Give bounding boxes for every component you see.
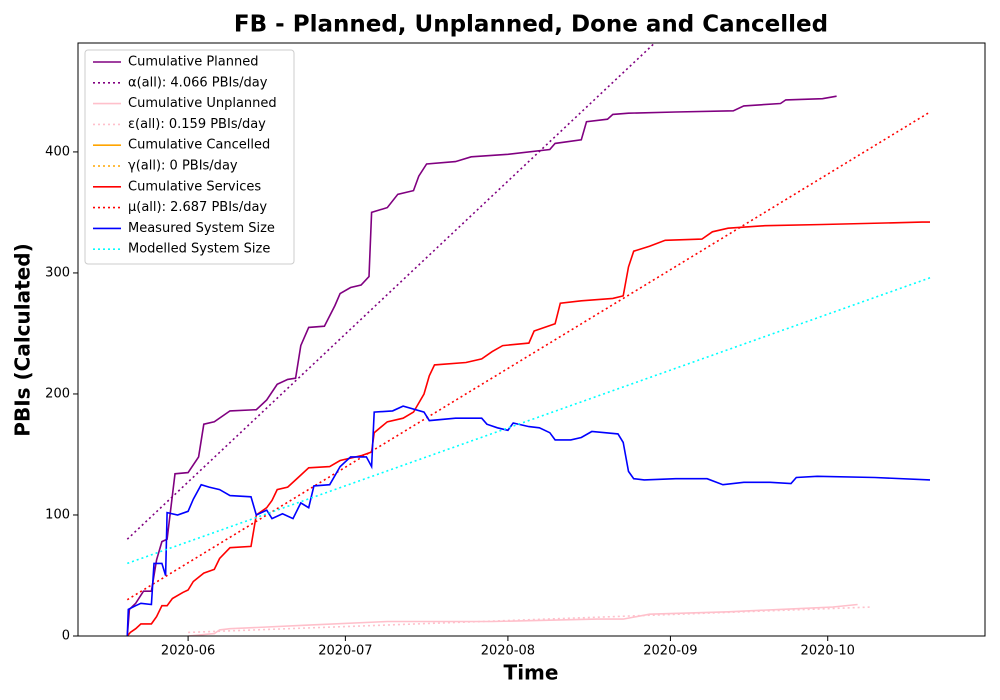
legend-label: α(all): 4.066 PBIs/day bbox=[128, 75, 268, 90]
series-line bbox=[126, 221, 930, 636]
y-tick-label: 400 bbox=[45, 144, 70, 159]
legend-label: Cumulative Cancelled bbox=[128, 138, 270, 153]
y-tick-label: 0 bbox=[62, 629, 70, 644]
series-line bbox=[127, 277, 931, 565]
y-tick-label: 100 bbox=[45, 507, 70, 522]
legend-label: γ(all): 0 PBIs/day bbox=[128, 159, 238, 174]
legend-label: Cumulative Planned bbox=[128, 55, 258, 70]
legend-label: Cumulative Unplanned bbox=[128, 96, 277, 111]
y-tick-label: 200 bbox=[45, 386, 70, 401]
x-tick-label: 2020-09 bbox=[643, 644, 697, 659]
legend-label: ε(all): 0.159 PBIs/day bbox=[128, 117, 266, 132]
legend-label: Cumulative Services bbox=[128, 179, 261, 194]
legend-label: μ(all): 2.687 PBIs/day bbox=[128, 200, 267, 215]
series-line bbox=[126, 111, 931, 601]
x-tick-label: 2020-06 bbox=[161, 644, 215, 659]
legend-label: Measured System Size bbox=[128, 221, 275, 236]
legend-box bbox=[84, 49, 295, 265]
series-line bbox=[188, 606, 873, 634]
plot-frame bbox=[77, 42, 986, 637]
legend-label: Modelled System Size bbox=[128, 242, 270, 257]
series-line bbox=[126, 43, 656, 540]
x-tick-label: 2020-08 bbox=[481, 644, 535, 659]
y-tick-label: 300 bbox=[45, 265, 70, 280]
chart-title: FB - Planned, Unplanned, Done and Cancel… bbox=[234, 12, 828, 38]
x-tick-label: 2020-07 bbox=[318, 644, 372, 659]
y-axis-label: PBIs (Calculated) bbox=[11, 243, 35, 436]
series-line bbox=[126, 405, 931, 636]
x-tick-label: 2020-10 bbox=[801, 644, 855, 659]
series-line bbox=[126, 95, 837, 636]
x-axis-label: Time bbox=[504, 661, 559, 685]
series-line bbox=[188, 603, 858, 636]
